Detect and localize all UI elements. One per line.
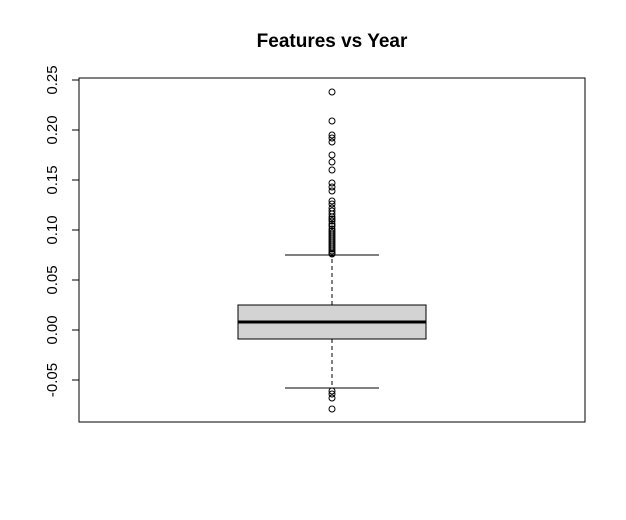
y-tick-label: 0.15 bbox=[44, 165, 61, 194]
chart-title: Features vs Year bbox=[257, 31, 408, 52]
outlier-point bbox=[328, 220, 336, 228]
outliers bbox=[328, 88, 336, 413]
outlier-point bbox=[328, 131, 336, 139]
y-tick-label: 0.20 bbox=[44, 115, 61, 144]
y-tick-label: 0.25 bbox=[44, 65, 61, 94]
outlier-point bbox=[328, 166, 336, 174]
outlier-point bbox=[328, 222, 336, 230]
outlier-point bbox=[328, 183, 336, 191]
outlier-point bbox=[328, 390, 336, 398]
box-group bbox=[237, 254, 427, 389]
outlier-point bbox=[328, 187, 336, 195]
outlier-point bbox=[328, 88, 336, 96]
outlier-point bbox=[328, 250, 336, 258]
outlier-point bbox=[328, 179, 336, 187]
outlier-point bbox=[328, 138, 336, 146]
outlier-point bbox=[328, 213, 336, 221]
outlier-point bbox=[328, 158, 336, 166]
y-tick-label: 0.00 bbox=[44, 315, 61, 344]
outlier-point bbox=[328, 151, 336, 159]
outlier-point bbox=[328, 210, 336, 218]
y-axis: -0.05 0.00 0.05 0.10 0.15 0.20 0.25 bbox=[44, 65, 80, 397]
outlier-point bbox=[328, 245, 336, 253]
outlier-point bbox=[328, 394, 336, 402]
y-tick-label: 0.10 bbox=[44, 215, 61, 244]
outlier-point bbox=[328, 405, 336, 413]
outlier-point bbox=[328, 247, 336, 255]
outlier-point bbox=[328, 217, 336, 225]
outlier-point bbox=[328, 387, 336, 395]
y-tick-label: 0.05 bbox=[44, 265, 61, 294]
y-tick-label: -0.05 bbox=[44, 363, 61, 397]
outlier-point bbox=[328, 200, 336, 208]
outlier-point bbox=[328, 117, 336, 125]
outlier-point bbox=[328, 197, 336, 205]
outlier-point bbox=[328, 134, 336, 142]
outlier-point bbox=[328, 215, 336, 223]
